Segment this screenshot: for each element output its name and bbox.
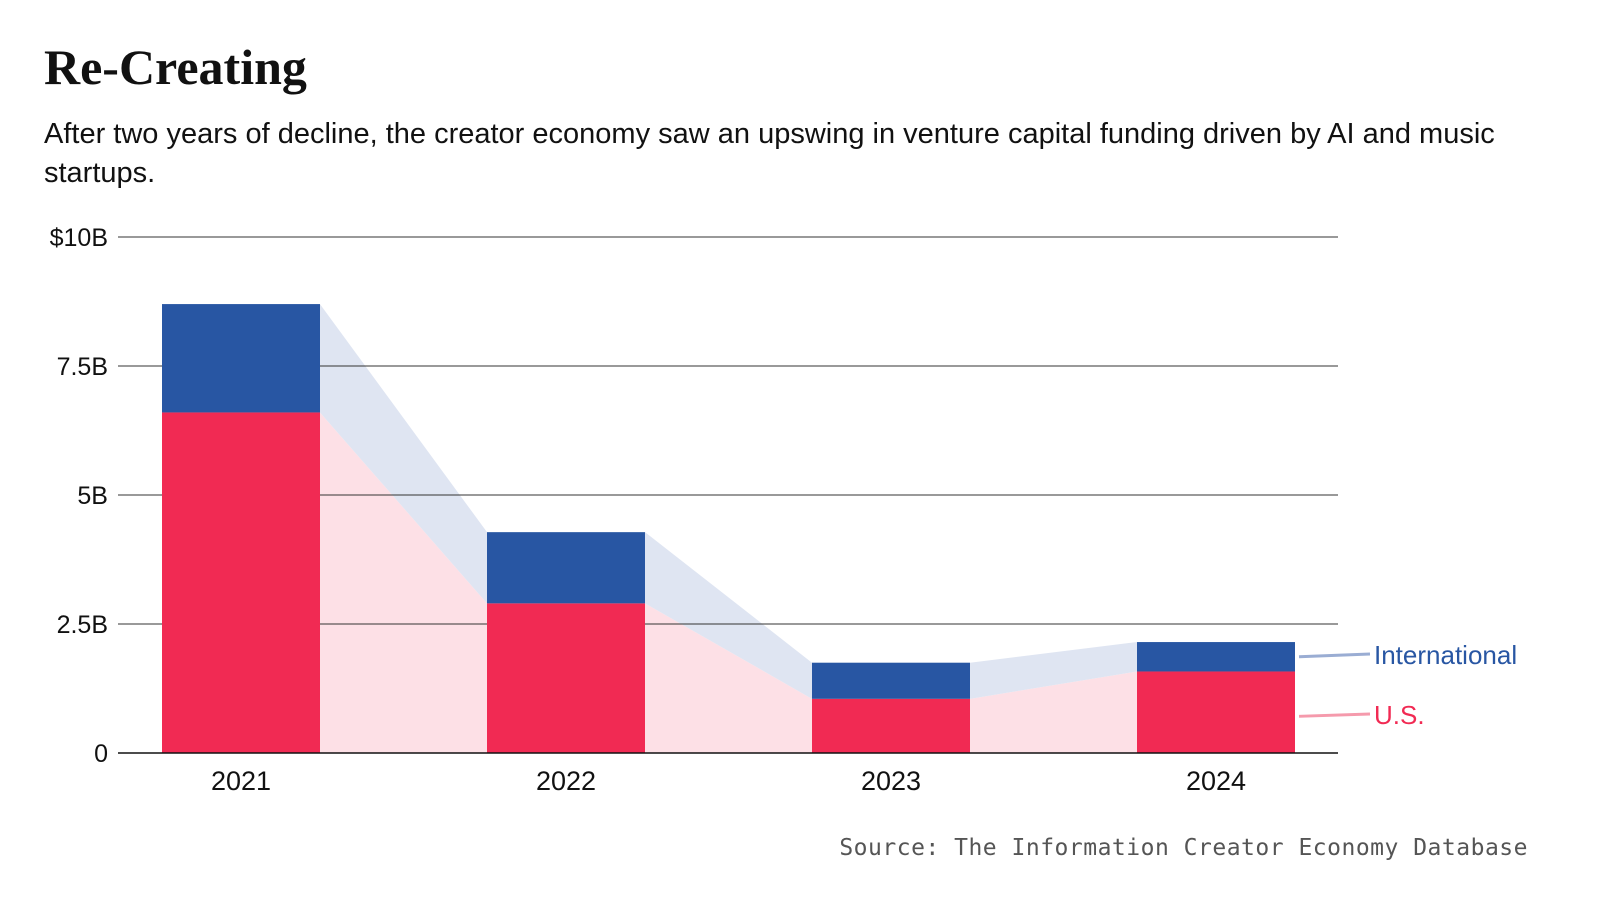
gridlines: 0 2.5B 5B 7.5B $10B <box>50 224 1338 768</box>
bar-us <box>1137 671 1295 753</box>
bar-international <box>1137 642 1295 672</box>
international-flow-band <box>970 642 1137 699</box>
y-tick-label: 0 <box>94 740 108 768</box>
bar-us <box>487 603 645 753</box>
international-flow-band <box>645 532 812 699</box>
legend-label-international: International <box>1374 640 1517 670</box>
x-tick-label: 2024 <box>1186 766 1246 796</box>
axes: 2021 2022 2023 2024 <box>118 752 1338 796</box>
chart-title: Re-Creating <box>44 39 307 95</box>
y-tick-label: 7.5B <box>57 353 108 381</box>
x-tick-label: 2022 <box>536 766 596 796</box>
y-tick-label: $10B <box>50 224 108 252</box>
international-flow-band <box>320 304 487 604</box>
bar-us <box>812 698 970 753</box>
bar-international <box>162 304 320 413</box>
legend-leader-us <box>1298 712 1371 718</box>
x-tick-label: 2021 <box>211 766 271 796</box>
bar-us <box>162 412 320 753</box>
legend-leader-international <box>1298 652 1371 659</box>
chart-subtitle: After two years of decline, the creator … <box>44 118 1495 189</box>
legend: International U.S. <box>1298 640 1517 730</box>
y-tick-label: 2.5B <box>57 611 108 639</box>
y-tick-label: 5B <box>77 482 108 510</box>
legend-label-us: U.S. <box>1374 700 1425 730</box>
flow-bands <box>320 304 1137 753</box>
x-tick-label: 2023 <box>861 766 921 796</box>
us-flow-band <box>320 412 487 753</box>
us-flow-band <box>970 671 1137 753</box>
bars <box>162 304 1295 753</box>
source-note: Source: The Information Creator Economy … <box>839 835 1528 861</box>
us-flow-band <box>645 603 812 753</box>
bar-international <box>812 662 970 699</box>
bar-international <box>487 532 645 604</box>
